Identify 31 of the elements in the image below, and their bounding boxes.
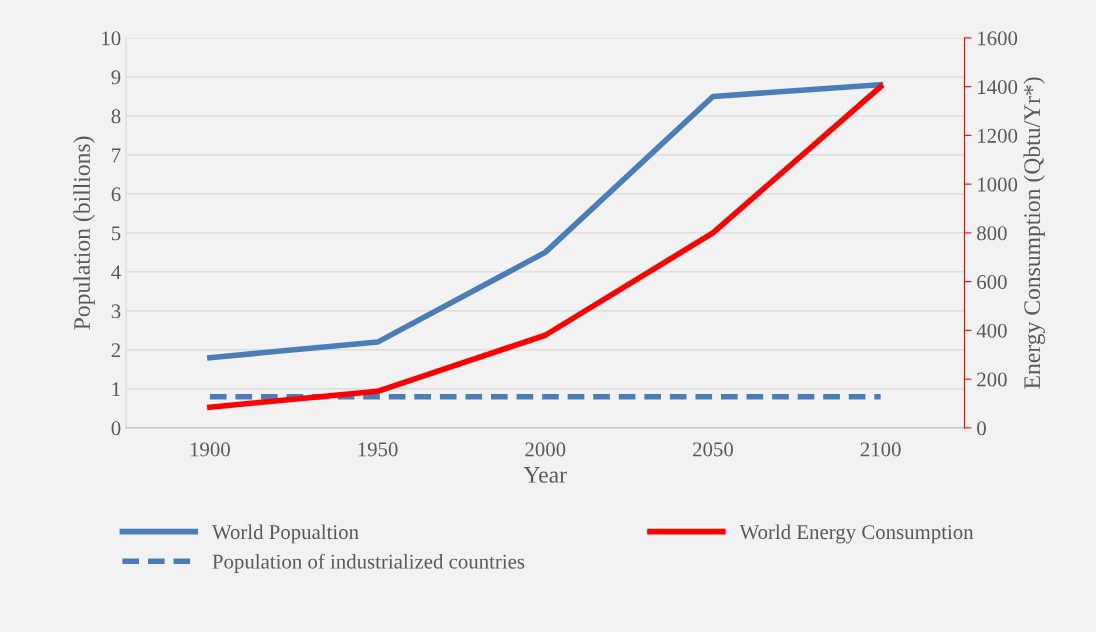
y2-tick-label: 600: [977, 275, 1007, 290]
y-tick-label: 5: [111, 226, 121, 241]
y-tick-label: 4: [111, 265, 121, 280]
x-tick-label: 1900: [190, 442, 230, 457]
y2-tick-label: 1600: [978, 31, 1018, 46]
x-tick-label: 2000: [525, 442, 566, 457]
y2-axis-title: Energy Consumption (Qbtu/Yr*): [1023, 77, 1045, 389]
y2-tick-label: 0: [977, 421, 986, 436]
x-axis-title: Year: [523, 467, 567, 483]
y-tick-label: 7: [112, 148, 121, 163]
legend-label: World Energy Consumption: [739, 524, 974, 544]
y2-tick-label: 1000: [978, 177, 1018, 192]
x-tick-label: 1950: [358, 442, 398, 457]
y2-tick-label: 400: [976, 323, 1007, 338]
y-tick-label: 10: [102, 31, 121, 46]
legend-label: Population of industrialized countries: [212, 553, 525, 573]
x-tick-label: 2050: [693, 442, 733, 457]
y-tick-label: 8: [111, 109, 121, 124]
y-tick-label: 1: [112, 382, 120, 397]
y2-tick-label: 1200: [978, 128, 1018, 143]
y2-tick-label: 200: [977, 372, 1007, 387]
y-tick-label: 2: [111, 343, 121, 358]
y-tick-label: 3: [111, 304, 121, 319]
y2-tick-label: 800: [977, 226, 1007, 241]
x-tick-label: 2100: [860, 442, 901, 457]
legend-label: World Popualtion: [211, 524, 359, 544]
y-tick-label: 9: [111, 70, 121, 85]
y2-tick-label: 1400: [978, 80, 1018, 95]
y-tick-label: 0: [111, 421, 121, 436]
y-axis-title: Population (billions): [73, 136, 95, 330]
y-tick-label: 6: [111, 187, 121, 202]
